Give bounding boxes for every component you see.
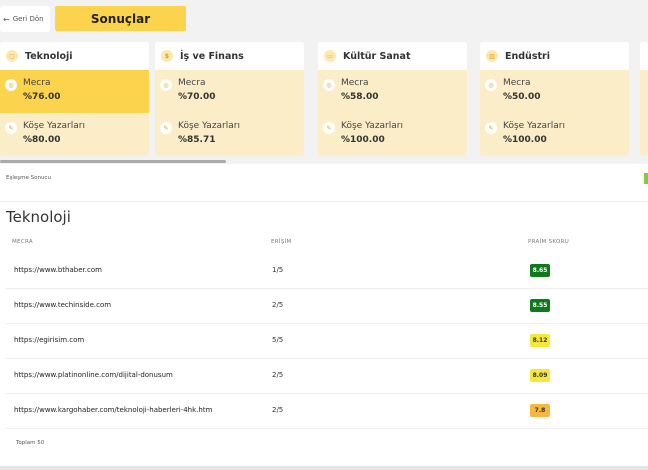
table-row[interactable]: https://www.techinside.com 2/5 8.55 [6,289,648,324]
category-cards: ▢ Teknoloji ◎ Mecra %76.00 ✎ Köşe Yazarl… [0,42,648,156]
category-card-endustri[interactable]: ▥ Endüstri ◎ Mecra %50.00 ✎ Köşe Yazarla… [480,42,629,156]
category-card-teknoloji[interactable]: ▢ Teknoloji ◎ Mecra %76.00 ✎ Köşe Yazarl… [0,42,149,156]
pen-icon: ✎ [5,122,17,134]
back-button[interactable]: ← Geri Dön [0,6,50,32]
category-card-partial[interactable] [640,42,648,156]
total-count: Toplam 50 [16,440,45,446]
metric-value: %76.00 [23,92,61,102]
card-title: Endüstri [505,50,550,62]
card-title: Teknoloji [25,50,73,62]
card-header [640,42,648,70]
metric-value: %50.00 [503,92,541,102]
metric-value: %70.00 [178,92,216,102]
metric-label: Mecra [503,78,531,88]
card-title: Kültür Sanat [343,50,411,62]
score-badge: 8.55 [530,299,550,312]
score-badge: 7.8 [530,404,550,417]
row-url[interactable]: https://egirisim.com [14,336,85,344]
results-panel: Eşleşme Sonucu Teknoloji MECRA ERİŞİM PR… [0,164,648,470]
factory-icon: ▥ [486,50,498,62]
back-label: Geri Dön [12,15,44,23]
metric-label: Köşe Yazarları [341,121,403,131]
card-header: ▭ Kültür Sanat [318,42,467,70]
score-badge: 8.12 [530,334,550,347]
metric-kose-yazarlari[interactable]: ✎ Köşe Yazarları %85.71 [155,113,304,156]
table-row[interactable]: https://www.kargohaber.com/teknoloji-hab… [6,394,648,429]
metric-value: %80.00 [23,135,61,145]
card-header: ▥ Endüstri [480,42,629,70]
bottom-divider [0,466,648,470]
pen-icon: ✎ [160,122,172,134]
metric-label: Mecra [341,78,369,88]
media-icon: ◎ [160,79,172,91]
table-row[interactable]: https://www.platinonline.com/dijital-don… [6,359,648,394]
media-icon: ◎ [5,79,17,91]
row-url[interactable]: https://www.kargohaber.com/teknoloji-hab… [14,406,213,414]
section-title: Teknoloji [6,208,71,226]
media-icon: ◎ [485,79,497,91]
row-reach: 2/5 [272,371,284,379]
pen-icon: ✎ [323,122,335,134]
metric-kose-yazarlari[interactable]: ✎ Köşe Yazarları %100.00 [480,113,629,156]
metric-label: Köşe Yazarları [178,121,240,131]
table-row[interactable]: https://www.bthaber.com 1/5 8.65 [6,254,648,289]
metric-mecra[interactable]: ◎ Mecra %58.00 [318,70,467,113]
metric-mecra[interactable]: ◎ Mecra %76.00 [0,70,149,113]
match-result-bar: Eşleşme Sonucu [0,164,648,202]
metric-label: Köşe Yazarları [23,121,85,131]
metric-kose-yazarlari[interactable]: ✎ Köşe Yazarları %100.00 [318,113,467,156]
metric-label: Mecra [178,78,206,88]
palette-icon: ▭ [324,50,336,62]
chip-icon: ▢ [6,50,18,62]
score-badge: 8.09 [530,369,550,382]
match-result-label: Eşleşme Sonucu [6,175,51,181]
metric-value: %58.00 [341,92,379,102]
column-header-mecra[interactable]: MECRA [12,239,33,245]
metric-mecra[interactable]: ◎ Mecra %70.00 [155,70,304,113]
row-reach: 5/5 [272,336,284,344]
horizontal-scrollbar[interactable] [0,160,226,163]
table-row[interactable]: https://egirisim.com 5/5 8.12 [6,324,648,359]
row-reach: 2/5 [272,301,284,309]
arrow-left-icon: ← [3,14,10,24]
media-icon: ◎ [323,79,335,91]
metric-label: Mecra [23,78,51,88]
metric-value: %100.00 [503,135,547,145]
top-bar: ← Geri Dön Sonuçlar [0,0,648,40]
card-title: İş ve Finans [180,50,244,62]
column-header-erisim[interactable]: ERİŞİM [271,239,292,245]
pen-icon: ✎ [485,122,497,134]
metric-value: %100.00 [341,135,385,145]
metric-mecra[interactable]: ◎ Mecra %50.00 [480,70,629,113]
row-url[interactable]: https://www.techinside.com [14,301,112,309]
row-reach: 2/5 [272,406,284,414]
status-indicator [644,173,648,184]
column-header-skor[interactable]: PRAİM SKORU [528,239,570,245]
metric-value: %85.71 [178,135,216,145]
score-badge: 8.65 [530,264,550,277]
card-header: $ İş ve Finans [155,42,304,70]
row-url[interactable]: https://www.bthaber.com [14,266,102,274]
row-url[interactable]: https://www.platinonline.com/dijital-don… [14,371,173,379]
metric-kose-yazarlari[interactable]: ✎ Köşe Yazarları %80.00 [0,113,149,156]
dollar-icon: $ [161,50,173,62]
card-header: ▢ Teknoloji [0,42,149,70]
metric-mecra [640,70,648,113]
category-card-is-ve-finans[interactable]: $ İş ve Finans ◎ Mecra %70.00 ✎ Köşe Yaz… [155,42,304,156]
metric-label: Köşe Yazarları [503,121,565,131]
row-reach: 1/5 [272,266,284,274]
category-card-kultur-sanat[interactable]: ▭ Kültür Sanat ◎ Mecra %58.00 ✎ Köşe Yaz… [318,42,467,156]
page-title: Sonuçlar [55,6,186,31]
metric-kose-yazarlari [640,113,648,156]
